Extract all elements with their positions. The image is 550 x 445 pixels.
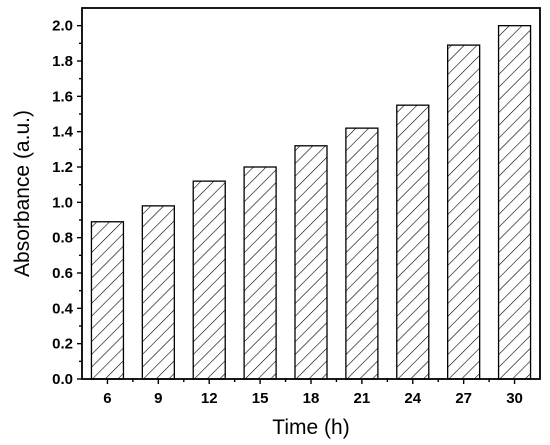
y-tick-label-1.8: 1.8 <box>52 53 73 70</box>
y-tick-label-2.0: 2.0 <box>52 18 73 35</box>
bar-12 <box>192 180 226 380</box>
y-tick-label-1.0: 1.0 <box>52 194 73 211</box>
y-tick-label-0.8: 0.8 <box>52 230 73 247</box>
x-tick-label-24: 24 <box>404 390 421 407</box>
x-tick-label-6: 6 <box>103 390 111 407</box>
y-tick-label-1.2: 1.2 <box>52 159 73 176</box>
bar-9 <box>141 205 175 380</box>
y-axis-ticks: 0.0 0.2 0.4 0.6 0.8 1.0 1.2 1.4 1.6 1.8 2.0 <box>52 18 82 388</box>
x-tick-label-15: 15 <box>252 390 269 407</box>
x-axis-title: Time (h) <box>272 416 349 439</box>
y-tick-label-0.0: 0.0 <box>52 371 73 388</box>
y-tick-label-0.2: 0.2 <box>52 336 73 353</box>
y-tick-label-0.4: 0.4 <box>52 300 74 317</box>
x-tick-label-12: 12 <box>201 390 218 407</box>
bar-18 <box>294 145 328 380</box>
bar-27 <box>447 44 481 380</box>
x-tick-label-30: 30 <box>506 390 523 407</box>
x-axis-ticks: 6 9 12 15 18 21 24 27 30 <box>103 379 523 407</box>
x-tick-label-27: 27 <box>455 390 472 407</box>
bar-6 <box>90 221 125 380</box>
x-tick-label-9: 9 <box>154 390 162 407</box>
x-tick-label-18: 18 <box>303 390 320 407</box>
bar-15 <box>243 166 277 380</box>
y-tick-label-1.6: 1.6 <box>52 88 73 105</box>
x-tick-label-21: 21 <box>354 390 371 407</box>
bar-30 <box>497 25 532 380</box>
y-tick-label-1.4: 1.4 <box>52 124 74 141</box>
y-tick-label-0.6: 0.6 <box>52 265 73 282</box>
y-axis-title: Absorbance (a.u.) <box>11 110 34 277</box>
plot-frame <box>81 7 541 380</box>
bars-group <box>90 25 532 380</box>
bar-24 <box>396 104 430 380</box>
bar-21 <box>345 127 379 380</box>
